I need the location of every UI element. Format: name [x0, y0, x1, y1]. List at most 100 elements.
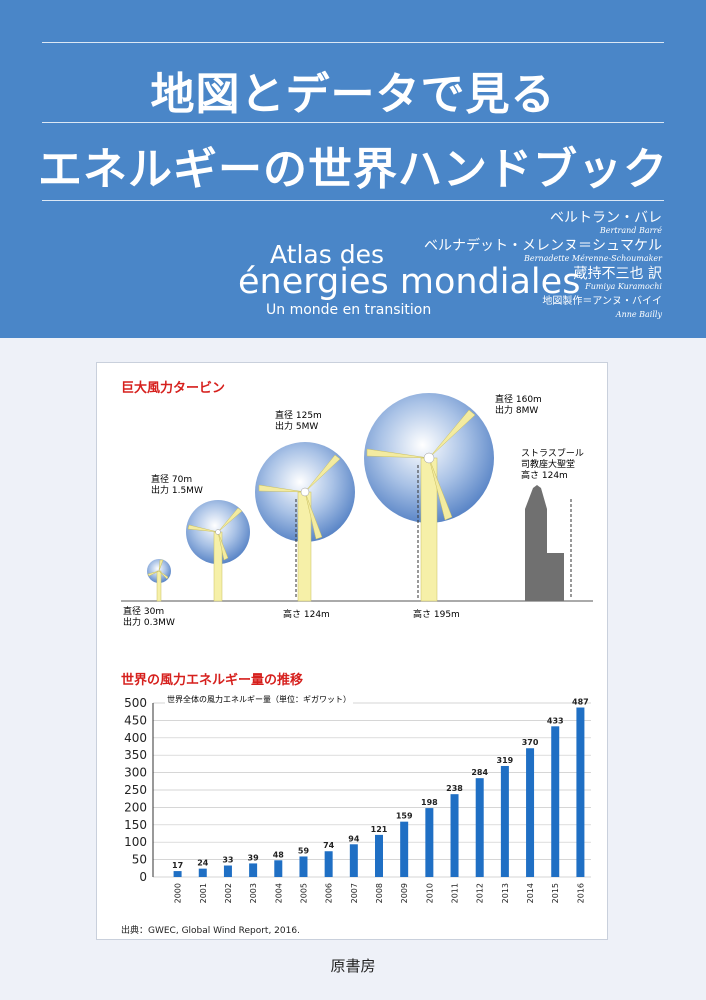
bar-value-label: 59 [298, 846, 310, 855]
turbine-125m-diameter: 直径 125m [275, 411, 322, 421]
author-1-roman: Bertrand Barré [599, 226, 662, 235]
chart-source: 出典：GWEC, Global Wind Report, 2016. [121, 926, 300, 936]
bar-value-label: 487 [572, 698, 589, 707]
turbine-160m-diameter: 直径 160m [495, 395, 542, 405]
turbine-125m-height: 高さ 124m [283, 610, 330, 620]
x-tick-label: 2015 [551, 883, 560, 903]
bar [173, 871, 182, 877]
author-1-name: ベルトラン・バレ [550, 210, 662, 226]
cover-header: 地図とデータで見る エネルギーの世界ハンドブック Atlas des énerg… [0, 0, 706, 338]
wind-energy-chart: 0 50 100 150 200 250 300 350 400 450 500 17 2000 24 20… [124, 696, 591, 903]
title-line-2: エネルギーの世界ハンドブック [38, 144, 668, 195]
bar [249, 863, 258, 877]
divider-middle [42, 122, 664, 123]
author-2-roman: Bernadette Mérenne-Schoumaker [524, 254, 662, 263]
x-tick-label: 2005 [299, 883, 308, 903]
turbine-section-title: 巨大風力タービン [121, 381, 226, 396]
turbine-30m-tower [156, 570, 162, 602]
x-tick-label: 2003 [249, 883, 258, 903]
bar-value-label: 17 [172, 861, 183, 870]
infographic-card: 巨大風力タービン [96, 362, 608, 940]
y-tick-label: 150 [124, 818, 147, 832]
turbine-30m-output: 出力 0.3MW [123, 618, 175, 628]
chart-title: 世界全体の風力エネルギー量（単位：ギガワット） [165, 694, 353, 705]
divider-bottom [42, 200, 664, 201]
x-tick-label: 2016 [576, 883, 585, 903]
turbine-160m-blades [366, 409, 476, 521]
x-tick-label: 2007 [350, 883, 359, 903]
title-line-1: 地図とデータで見る [150, 69, 556, 120]
x-tick-label: 2010 [425, 883, 434, 903]
y-tick-label: 200 [124, 800, 147, 814]
x-tick-label: 2013 [501, 883, 510, 903]
bar-value-label: 284 [471, 768, 488, 777]
x-tick-label: 2002 [224, 883, 233, 903]
divider-top [42, 42, 664, 43]
y-tick-label: 300 [124, 766, 147, 780]
translator-roman: Fumiya Kuramochi [585, 282, 662, 291]
bar-value-label: 39 [248, 853, 260, 862]
x-tick-label: 2009 [400, 883, 409, 903]
turbine-70m-output: 出力 1.5MW [151, 486, 203, 496]
bar [551, 726, 560, 877]
bar [324, 851, 333, 877]
bar-value-label: 24 [197, 859, 209, 868]
bar [450, 794, 459, 877]
bar-value-label: 48 [273, 850, 285, 859]
bar [500, 765, 509, 877]
y-tick-label: 250 [124, 783, 147, 797]
y-tick-label: 500 [124, 696, 147, 710]
x-tick-label: 2000 [174, 883, 183, 903]
y-tick-label: 450 [124, 713, 147, 727]
turbine-125m-output: 出力 5MW [275, 422, 319, 432]
x-tick-label: 2011 [451, 883, 460, 903]
turbine-70m-diameter: 直径 70m [151, 475, 193, 485]
x-tick-label: 2012 [476, 883, 485, 903]
author-2-name: ベルナデット・メレンヌ＝シュマケル [424, 238, 662, 254]
bar [223, 865, 232, 877]
french-subtitle: Un monde en transition [266, 302, 432, 318]
turbine-70m-blades [187, 507, 243, 561]
y-tick-label: 400 [124, 731, 147, 745]
turbine-30m-diameter: 直径 30m [123, 607, 165, 617]
x-tick-label: 2008 [375, 883, 384, 903]
turbine-illustration: 0 50 100 150 200 250 300 350 400 450 500 17 2000 24 20… [121, 393, 593, 903]
cathedral-label-3: 高さ 124m [521, 471, 568, 481]
author-list: ベルトラン・バレ Bertrand Barré ベルナデット・メレンヌ＝シュマケ… [362, 210, 662, 322]
turbine-160m-height: 高さ 195m [413, 610, 460, 620]
bar-value-label: 121 [371, 825, 388, 834]
bar [299, 856, 308, 877]
french-title-line-1: Atlas des [270, 240, 384, 269]
turbine-160m [364, 393, 494, 602]
bar [198, 868, 207, 877]
bar [274, 860, 283, 877]
turbine-70m [186, 500, 250, 602]
y-tick-label: 350 [124, 748, 147, 762]
bar [576, 707, 585, 877]
y-tick-label: 50 [132, 853, 147, 867]
x-tick-label: 2004 [274, 883, 283, 903]
bar [425, 808, 434, 877]
cartographer-roman: Anne Bailly [615, 310, 662, 319]
turbine-160m-output: 出力 8MW [495, 406, 539, 416]
bar-value-label: 159 [396, 812, 413, 821]
x-tick-label: 2014 [526, 883, 535, 903]
y-tick-label: 100 [124, 835, 147, 849]
publisher-name: 原書房 [330, 957, 376, 975]
y-tick-label: 0 [139, 870, 147, 884]
bar [375, 834, 383, 877]
bar-value-label: 433 [547, 716, 564, 725]
bar [349, 844, 358, 877]
x-tick-label: 2001 [199, 883, 208, 903]
cathedral-label-1: ストラスブール [521, 449, 584, 459]
chart-section-title: 世界の風力エネルギー量の推移 [121, 673, 304, 688]
cathedral-label-2: 司教座大聖堂 [521, 460, 576, 470]
cartographer-name: 地図製作＝アンヌ・バイイ [542, 296, 662, 307]
turbine-30m-blades [147, 559, 169, 580]
bar-value-label: 33 [222, 856, 233, 865]
bar-value-label: 74 [323, 841, 335, 850]
turbine-125m [255, 442, 355, 602]
bar-value-label: 238 [446, 784, 463, 793]
turbine-125m-blades [258, 454, 341, 540]
bar [526, 748, 535, 877]
